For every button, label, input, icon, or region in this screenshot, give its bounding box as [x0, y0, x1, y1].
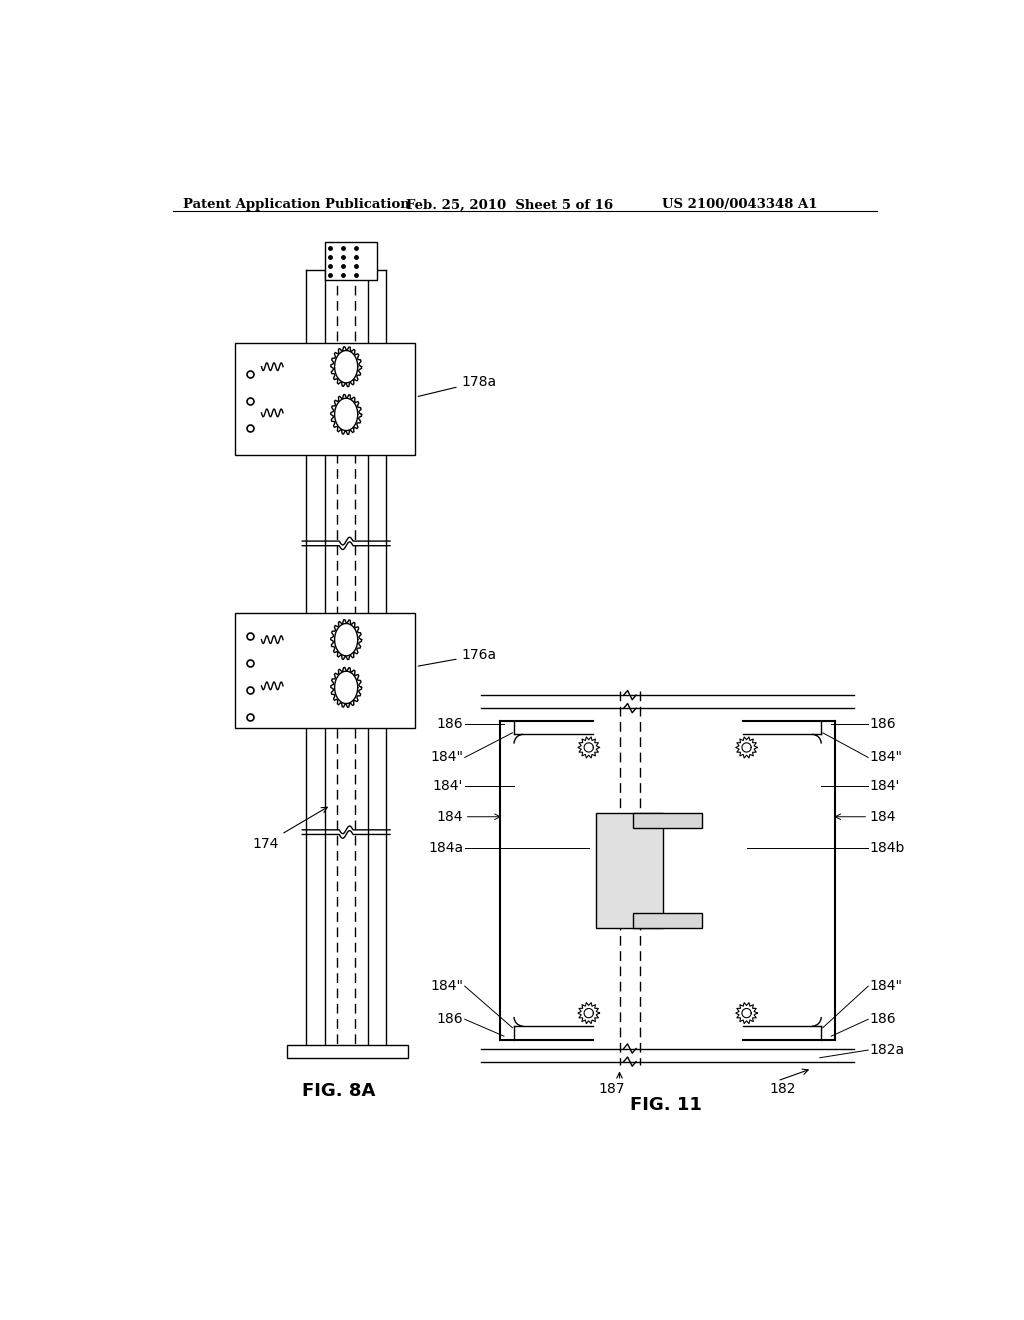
Text: 184": 184": [869, 979, 903, 993]
Text: 184b: 184b: [869, 841, 905, 854]
Text: Patent Application Publication: Patent Application Publication: [183, 198, 410, 211]
Text: US 2100/0043348 A1: US 2100/0043348 A1: [662, 198, 817, 211]
Text: FIG. 8A: FIG. 8A: [302, 1082, 375, 1101]
Text: 182a: 182a: [869, 1043, 905, 1057]
Text: Feb. 25, 2010  Sheet 5 of 16: Feb. 25, 2010 Sheet 5 of 16: [407, 198, 613, 211]
Text: 184": 184": [430, 979, 463, 993]
Text: 184': 184': [433, 779, 463, 793]
Bar: [633, 813, 702, 829]
Text: 184: 184: [436, 809, 463, 824]
Text: 184a: 184a: [428, 841, 463, 854]
Text: 174: 174: [252, 808, 328, 850]
Text: 186: 186: [869, 1012, 896, 1026]
Text: 187: 187: [599, 1082, 625, 1097]
Text: 187a: 187a: [627, 867, 663, 882]
Bar: [633, 913, 702, 928]
Bar: [325, 242, 377, 280]
Text: FIG. 11: FIG. 11: [630, 1096, 701, 1114]
Text: 186: 186: [436, 1012, 463, 1026]
Text: 186: 186: [869, 717, 896, 731]
Text: 182: 182: [770, 1082, 797, 1097]
Text: 178a: 178a: [418, 375, 497, 396]
Bar: [596, 813, 664, 928]
Text: 184": 184": [869, 751, 903, 764]
Text: 184': 184': [869, 779, 900, 793]
Bar: [234, 343, 416, 455]
Bar: [234, 612, 416, 729]
Text: 184": 184": [430, 751, 463, 764]
Text: 186: 186: [436, 717, 463, 731]
Text: 176a: 176a: [418, 648, 497, 667]
Text: 184: 184: [869, 809, 896, 824]
Bar: [287, 1045, 408, 1057]
